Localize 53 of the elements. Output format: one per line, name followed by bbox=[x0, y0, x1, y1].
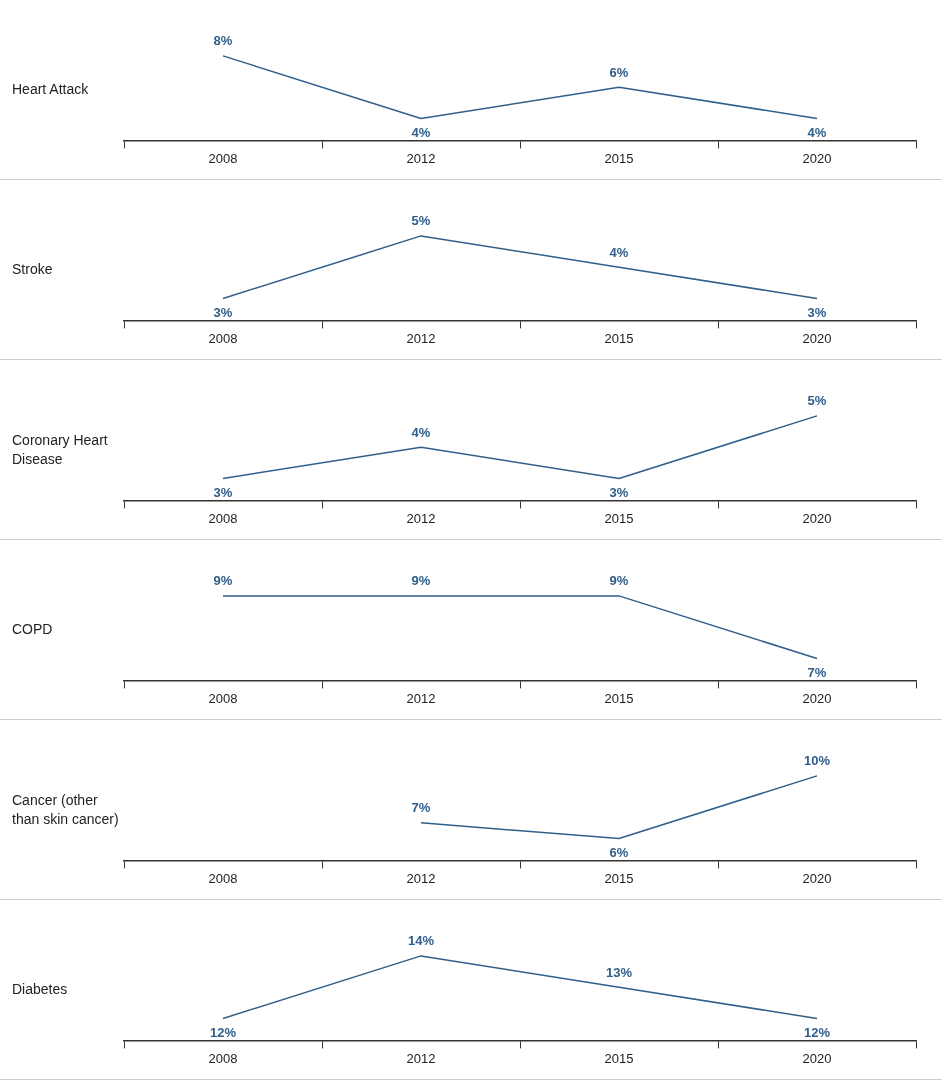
data-label: 3% bbox=[807, 304, 827, 320]
x-tick-label: 2020 bbox=[802, 690, 832, 706]
x-tick-label: 2012 bbox=[406, 510, 436, 526]
x-tick-label: 2008 bbox=[208, 1050, 238, 1066]
x-tick-label: 2012 bbox=[406, 330, 436, 346]
x-tick-label: 2008 bbox=[208, 510, 238, 526]
data-label: 7% bbox=[411, 799, 431, 815]
data-label: 3% bbox=[213, 304, 233, 320]
x-tick-label: 2012 bbox=[406, 690, 436, 706]
x-tick-label: 2020 bbox=[802, 1050, 832, 1066]
data-label: 8% bbox=[213, 32, 233, 48]
data-label: 4% bbox=[411, 424, 431, 440]
text: Heart Attack bbox=[11, 80, 90, 99]
data-label: 9% bbox=[609, 572, 629, 588]
x-tick-label: 2015 bbox=[604, 510, 634, 526]
data-label: 4% bbox=[609, 244, 629, 260]
data-label: 5% bbox=[807, 392, 827, 408]
data-label: 14% bbox=[407, 932, 435, 948]
data-label: 9% bbox=[411, 572, 431, 588]
x-tick-label: 2020 bbox=[802, 150, 832, 166]
text: COPD bbox=[11, 620, 54, 639]
data-label: 7% bbox=[807, 664, 827, 680]
x-tick-label: 2015 bbox=[604, 1050, 634, 1066]
text: Stroke bbox=[11, 260, 54, 279]
data-label: 4% bbox=[807, 124, 827, 140]
x-tick-label: 2008 bbox=[208, 150, 238, 166]
x-tick-label: 2015 bbox=[604, 870, 634, 886]
x-tick-label: 2020 bbox=[802, 510, 832, 526]
data-label: 10% bbox=[803, 752, 831, 768]
x-tick-label: 2012 bbox=[406, 1050, 436, 1066]
x-tick-label: 2015 bbox=[604, 150, 634, 166]
data-label: 6% bbox=[609, 64, 629, 80]
text: Diabetes bbox=[11, 980, 69, 999]
x-tick-label: 2015 bbox=[604, 330, 634, 346]
x-tick-label: 2012 bbox=[406, 870, 436, 886]
x-tick-label: 2015 bbox=[604, 690, 634, 706]
text: Coronary Heart Disease bbox=[11, 430, 109, 469]
data-label: 13% bbox=[605, 964, 633, 980]
x-tick-label: 2012 bbox=[406, 150, 436, 166]
data-label: 3% bbox=[609, 484, 629, 500]
text: Cancer (other than skin cancer) bbox=[11, 790, 120, 829]
data-label: 12% bbox=[803, 1024, 831, 1040]
data-label: 12% bbox=[209, 1024, 237, 1040]
x-tick-label: 2008 bbox=[208, 870, 238, 886]
x-tick-label: 2008 bbox=[208, 690, 238, 706]
data-label: 3% bbox=[213, 484, 233, 500]
data-label: 5% bbox=[411, 212, 431, 228]
data-label: 6% bbox=[609, 844, 629, 860]
data-label: 9% bbox=[213, 572, 233, 588]
x-tick-label: 2020 bbox=[802, 330, 832, 346]
x-tick-label: 2020 bbox=[802, 870, 832, 886]
x-tick-label: 2008 bbox=[208, 330, 238, 346]
data-label: 4% bbox=[411, 124, 431, 140]
